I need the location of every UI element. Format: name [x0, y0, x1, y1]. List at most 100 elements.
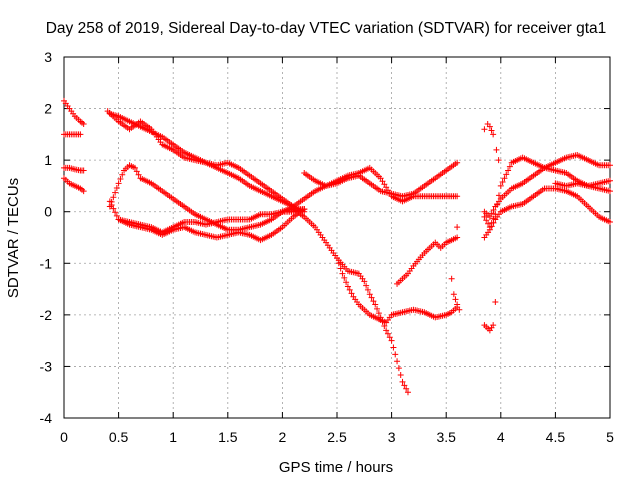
x-tick-label: 2.5 [327, 429, 347, 445]
data-point [108, 202, 115, 209]
data-point [106, 198, 113, 205]
data-point [392, 351, 399, 358]
series-arc-2 [61, 110, 308, 215]
data-point [404, 389, 411, 396]
data-point [375, 310, 382, 317]
y-tick-label: -1 [40, 255, 53, 271]
x-tick-label: 0.5 [109, 429, 129, 445]
chart-title: Day 258 of 2019, Sidereal Day-to-day VTE… [46, 20, 607, 37]
data-point [488, 210, 495, 217]
data-point [379, 318, 386, 325]
data-point [490, 219, 497, 226]
x-tick-label: 0 [60, 429, 68, 445]
data-point [454, 224, 461, 231]
data-point [486, 123, 493, 130]
data-point [448, 275, 455, 282]
data-point [388, 337, 395, 344]
data-point [495, 157, 502, 164]
data-point [495, 192, 502, 199]
x-tick-label: 1 [169, 429, 177, 445]
data-point [395, 365, 402, 372]
y-tick-label: -2 [40, 307, 53, 323]
x-tick-label: 4.5 [546, 429, 566, 445]
data-point [452, 296, 459, 303]
data-point [119, 171, 126, 178]
data-point [348, 290, 355, 297]
data-point [506, 163, 513, 170]
data-points [61, 97, 613, 396]
data-point [364, 286, 371, 293]
data-point [377, 175, 384, 182]
data-point [399, 378, 406, 385]
data-point [403, 385, 410, 392]
data-point [390, 344, 397, 351]
data-point [383, 184, 390, 191]
data-point [488, 223, 495, 230]
grid-lines [64, 57, 610, 418]
data-point [110, 205, 117, 212]
data-point [80, 167, 87, 174]
data-point [110, 194, 117, 201]
data-point [343, 279, 350, 286]
data-point [131, 164, 138, 171]
data-point [374, 305, 381, 312]
data-point [301, 206, 308, 213]
series-arc-10 [334, 255, 411, 396]
series-arc-13 [481, 121, 502, 164]
series-arc-17 [481, 185, 613, 241]
data-point [607, 162, 613, 169]
data-point [481, 126, 488, 133]
data-point [497, 182, 504, 189]
data-point [381, 181, 388, 188]
data-point [394, 358, 401, 365]
x-tick-label: 4 [497, 429, 505, 445]
data-point [490, 131, 497, 138]
data-point [346, 286, 353, 293]
x-tick-label: 1.5 [218, 429, 238, 445]
data-point [80, 121, 87, 128]
data-point [363, 282, 370, 289]
data-point [454, 301, 461, 308]
data-point [80, 188, 87, 195]
data-point [117, 176, 124, 183]
data-point [344, 283, 351, 290]
data-point [499, 179, 506, 186]
series-arc-11 [394, 224, 461, 287]
data-point [483, 217, 490, 224]
data-point [486, 226, 493, 233]
ticks [63, 56, 611, 419]
data-point [133, 168, 140, 175]
series-arc-18 [552, 177, 613, 189]
y-tick-label: 0 [44, 204, 52, 220]
data-point [501, 175, 508, 182]
data-point [490, 206, 497, 213]
data-point [115, 180, 122, 187]
data-point [377, 314, 384, 321]
series-arc-8 [301, 159, 461, 200]
data-point [450, 291, 457, 298]
data-point [485, 220, 492, 227]
series-arc-12 [448, 275, 463, 313]
x-tick-label: 5 [606, 429, 614, 445]
data-point [607, 188, 613, 195]
data-point [493, 146, 500, 153]
data-point [372, 301, 379, 308]
x-tick-label: 3.5 [436, 429, 456, 445]
data-point [503, 171, 510, 178]
data-point [112, 209, 119, 216]
data-point [454, 159, 461, 166]
x-tick-label: 2 [279, 429, 287, 445]
x-axis-label: GPS time / hours [279, 459, 393, 476]
series-arc-15 [481, 151, 613, 231]
series-arc-16 [481, 164, 613, 220]
data-point [486, 213, 493, 220]
data-point [488, 127, 495, 134]
series-arc-14 [481, 298, 499, 334]
data-point [339, 270, 346, 277]
series-arc-4 [61, 162, 308, 233]
series-arc-3 [61, 164, 87, 174]
data-point [381, 323, 388, 330]
data-point [368, 294, 375, 301]
